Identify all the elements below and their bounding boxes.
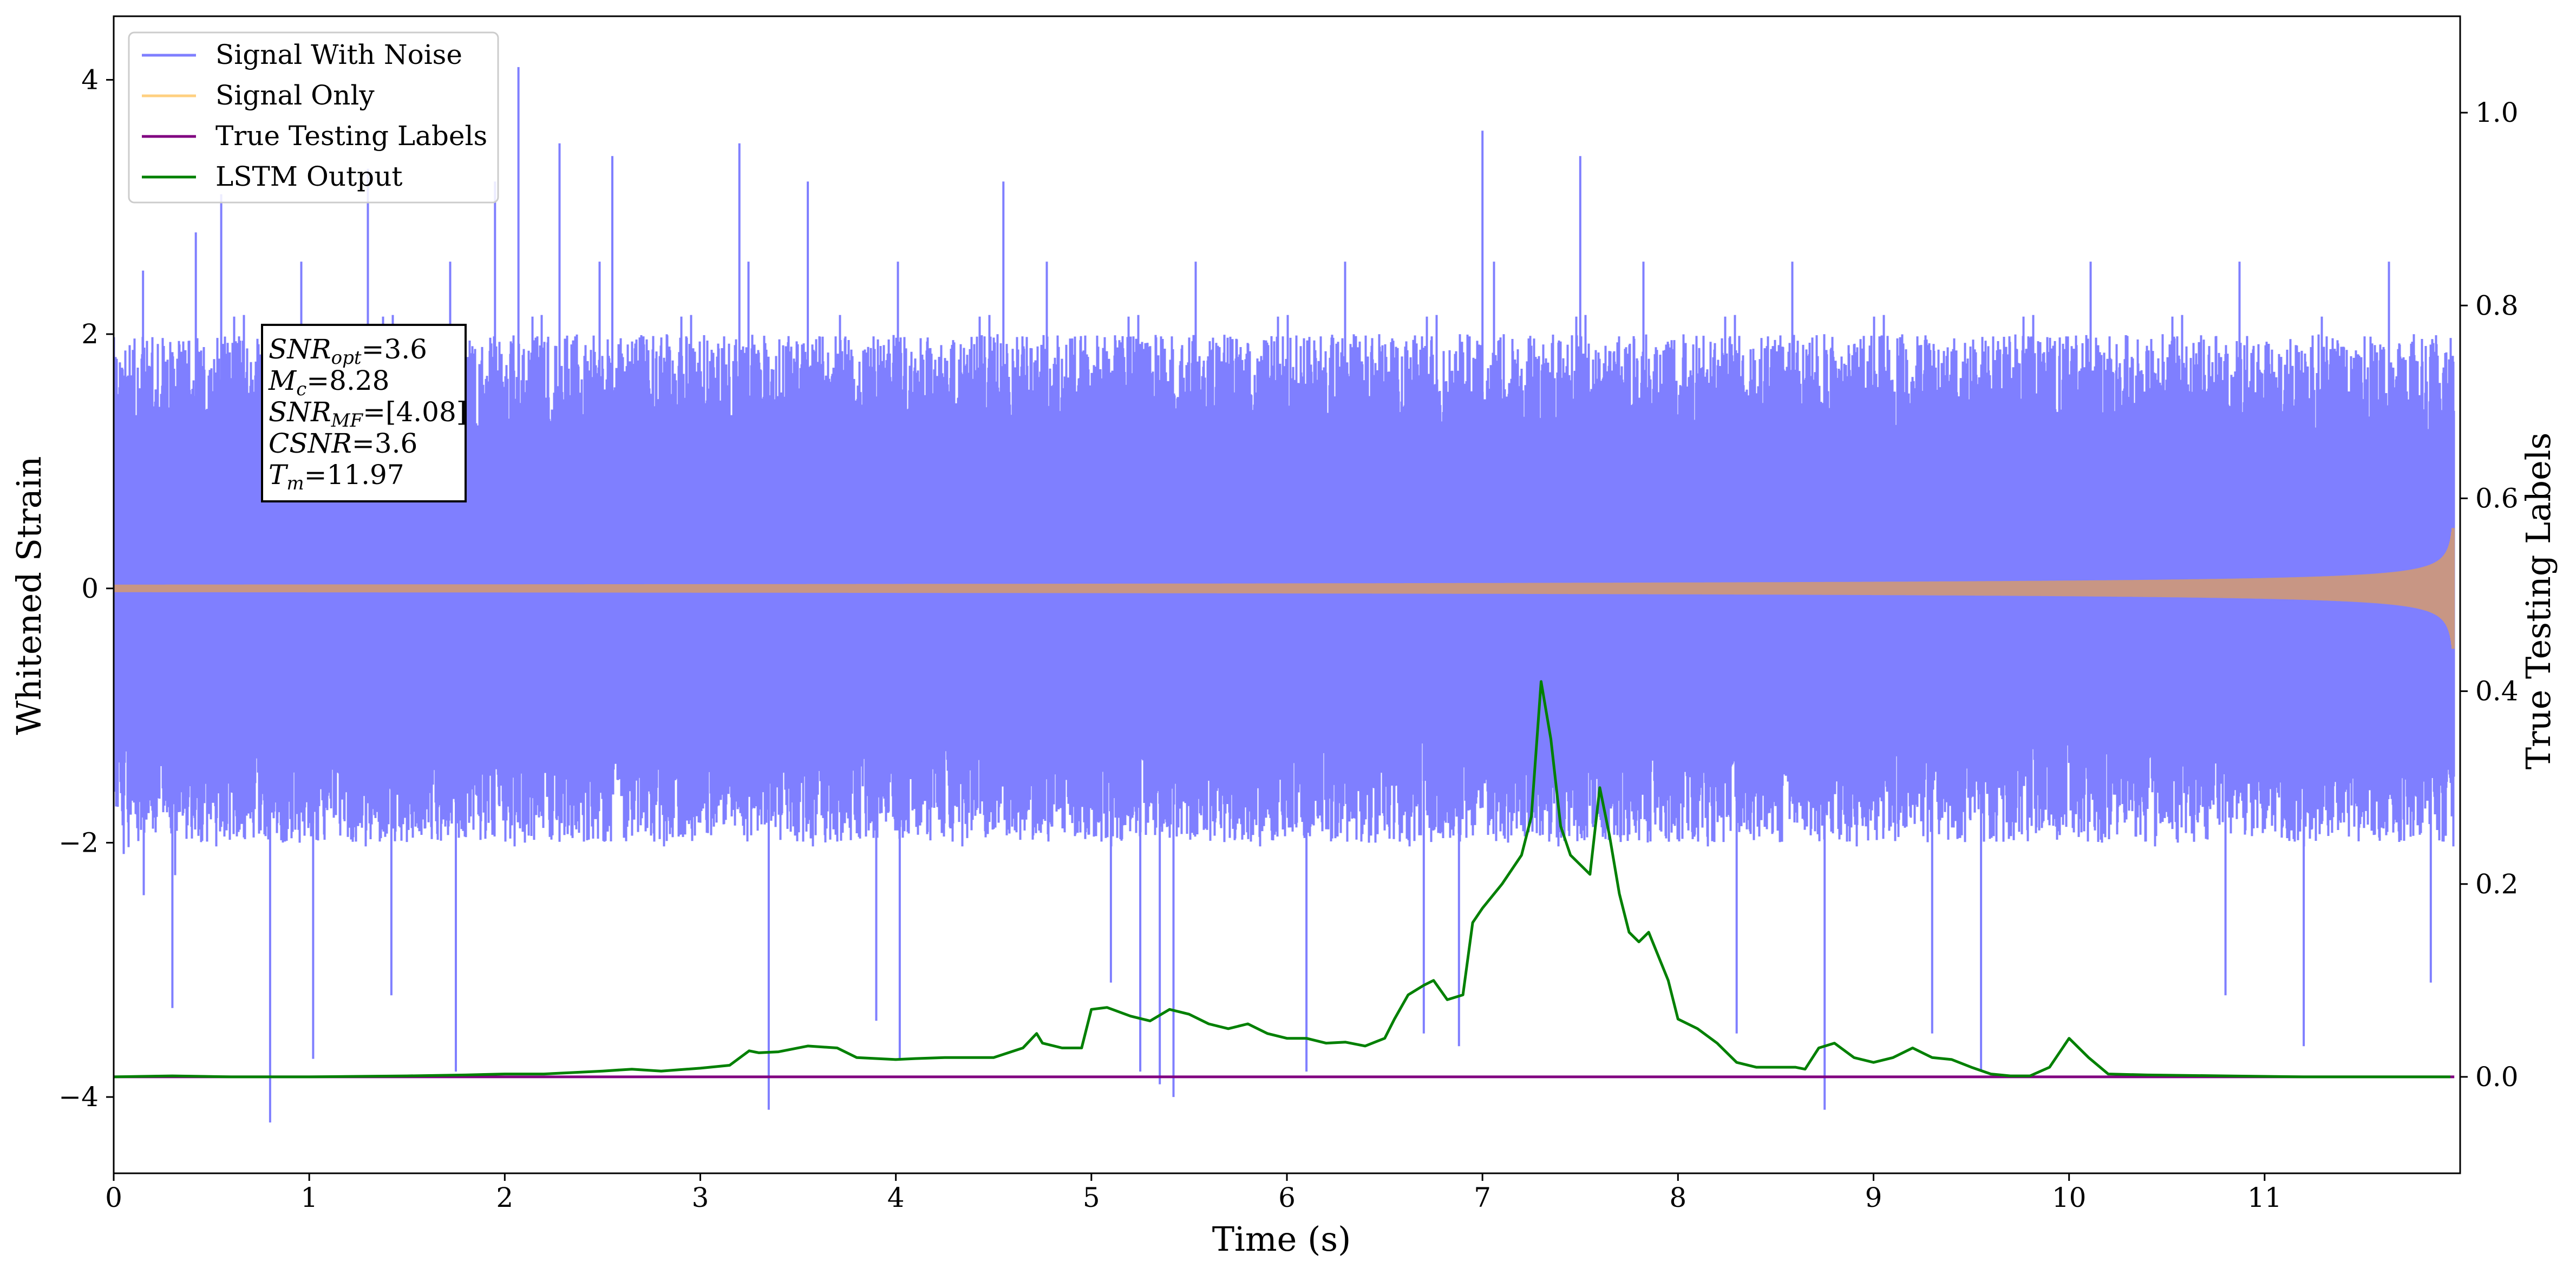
annotation-line-csnr: CSNR=3.6 — [269, 428, 417, 459]
x-tick-label: 9 — [1865, 1182, 1882, 1213]
y-left-tick-label: −4 — [58, 1081, 99, 1113]
annotation-frame — [261, 324, 467, 502]
x-tick-label: 2 — [496, 1182, 513, 1213]
y-left-tick-label: 2 — [81, 318, 99, 350]
y-left-tick-label: −2 — [58, 827, 99, 858]
x-tick-label: 10 — [2052, 1182, 2087, 1213]
left-axis-ticks: −4 −2 0 2 4 — [58, 64, 114, 1113]
y-right-tick-label: 0.8 — [2475, 290, 2519, 321]
x-axis-label: Time (s) — [1212, 1219, 1351, 1259]
legend-label-signal-only: Signal Only — [215, 80, 375, 111]
y-right-tick-label: 0.4 — [2475, 676, 2519, 707]
legend-label-lstm-output: LSTM Output — [215, 161, 402, 192]
annotation-line-mc: Mc=8.28 — [268, 365, 389, 400]
y-axis-label-right: True Testing Labels — [2519, 433, 2558, 770]
y-right-tick-label: 1.0 — [2475, 97, 2519, 128]
x-tick-label: 5 — [1083, 1182, 1100, 1213]
x-tick-label: 8 — [1669, 1182, 1686, 1213]
x-tick-label: 11 — [2247, 1182, 2282, 1213]
series-lstm-output — [113, 680, 2450, 1079]
y-right-tick-label: 0.2 — [2475, 868, 2519, 900]
x-tick-label: 7 — [1474, 1182, 1491, 1213]
y-axis-label-left: Whitened Strain — [9, 456, 49, 735]
x-tick-label: 3 — [692, 1182, 709, 1213]
annotation-line-snr-mf: SNRMF=[4.08] — [269, 396, 467, 432]
x-tick-label: 6 — [1278, 1182, 1296, 1213]
x-axis-ticks: 0 1 2 3 4 5 6 7 8 9 10 11 — [105, 1173, 2282, 1213]
x-tick-label: 1 — [300, 1182, 318, 1213]
annotation-line-tm: Tm=11.97 — [269, 459, 404, 494]
y-left-tick-label: 4 — [81, 64, 99, 95]
y-right-tick-label: 0.0 — [2475, 1061, 2519, 1093]
annotation-box: SNRopt=3.6 Mc=8.28 SNRMF=[4.08] CSNR=3.6… — [261, 324, 467, 502]
annotation-line-snr-opt: SNRopt=3.6 — [269, 334, 427, 369]
legend-label-true-testing-labels: True Testing Labels — [215, 120, 487, 152]
legend-box — [128, 31, 499, 204]
y-left-tick-label: 0 — [81, 573, 99, 604]
y-right-tick-label: 0.6 — [2475, 482, 2519, 514]
legend-label-signal-with-noise: Signal With Noise — [215, 39, 462, 70]
lstm-layer — [113, 680, 2450, 1079]
plot-frame — [113, 15, 2461, 1174]
legend: Signal With Noise Signal Only True Testi… — [128, 31, 499, 204]
x-tick-label: 4 — [887, 1182, 905, 1213]
right-axis-ticks: 0.0 0.2 0.4 0.6 0.8 1.0 — [2460, 97, 2519, 1093]
x-tick-label: 0 — [105, 1182, 122, 1213]
